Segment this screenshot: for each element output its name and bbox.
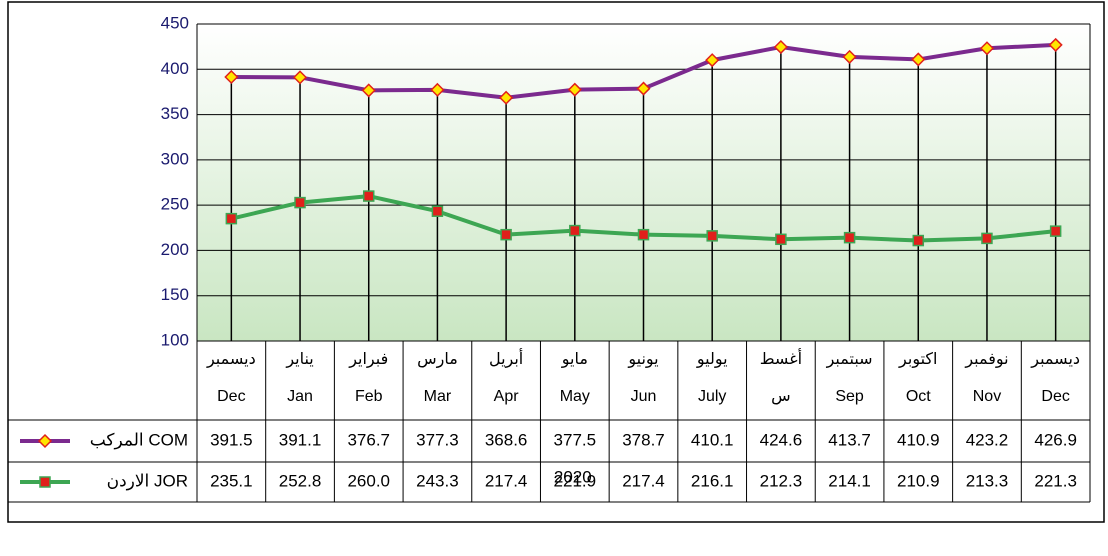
year-label: 2020 bbox=[554, 467, 592, 486]
table-value: 391.5 bbox=[210, 430, 253, 449]
x-tick-label: ديسمبر bbox=[206, 351, 256, 369]
table-value: 413.7 bbox=[828, 430, 871, 449]
x-tick-label: مارس bbox=[417, 351, 458, 369]
x-tick-label: يونيو bbox=[627, 351, 658, 369]
table-value: 210.9 bbox=[897, 471, 940, 490]
marker bbox=[362, 190, 375, 202]
marker bbox=[499, 90, 514, 105]
table-value: 376.7 bbox=[347, 430, 390, 449]
marker bbox=[912, 234, 925, 247]
marker bbox=[1048, 37, 1063, 52]
table-value: 235.1 bbox=[210, 471, 253, 490]
marker bbox=[1049, 225, 1062, 237]
marker bbox=[705, 53, 720, 68]
x-tick-label: Jan bbox=[287, 388, 313, 405]
marker bbox=[843, 231, 856, 244]
table-value: 217.4 bbox=[485, 471, 528, 490]
y-tick-label: 400 bbox=[161, 59, 189, 78]
marker bbox=[39, 476, 51, 488]
y-tick-label: 450 bbox=[161, 13, 189, 32]
table-value: 424.6 bbox=[760, 430, 803, 449]
marker bbox=[225, 212, 238, 225]
x-tick-label: س bbox=[771, 388, 791, 405]
x-tick-label: Jun bbox=[631, 388, 657, 405]
table-value: 410.9 bbox=[897, 430, 940, 449]
x-tick-label: ديسمبر bbox=[1030, 351, 1080, 369]
marker bbox=[430, 82, 445, 97]
marker bbox=[292, 70, 308, 85]
marker bbox=[842, 49, 857, 64]
x-tick-label: نوفمبر bbox=[964, 351, 1008, 369]
table-value: 378.7 bbox=[622, 430, 665, 449]
table-value: 212.3 bbox=[760, 471, 803, 490]
y-tick-label: 200 bbox=[161, 240, 189, 259]
frame bbox=[7, 1, 1105, 523]
marker bbox=[431, 205, 444, 217]
table-value: 221.9 bbox=[554, 471, 597, 490]
y-tick-label: 150 bbox=[161, 285, 189, 304]
x-tick-label: Nov bbox=[973, 388, 1001, 405]
legend-label: المركب COM bbox=[90, 430, 188, 449]
marker bbox=[637, 228, 650, 241]
table-value: 377.5 bbox=[554, 430, 597, 449]
marker bbox=[569, 224, 581, 237]
table-value: 243.3 bbox=[416, 471, 459, 490]
legend-label: الاردن JOR bbox=[107, 471, 188, 490]
x-tick-label: اكتوبر bbox=[898, 351, 937, 369]
x-tick-label: Dec bbox=[1041, 388, 1069, 405]
x-tick-label: يناير bbox=[285, 351, 313, 369]
y-tick-label: 300 bbox=[161, 149, 189, 168]
table-value: 221.3 bbox=[1034, 471, 1077, 490]
marker bbox=[636, 81, 651, 96]
y-tick-label: 350 bbox=[161, 104, 189, 123]
x-tick-label: فبراير bbox=[348, 351, 388, 369]
marker bbox=[500, 228, 512, 241]
x-tick-label: سبتمبر bbox=[826, 351, 873, 369]
x-tick-label: يوليو bbox=[696, 351, 728, 369]
marker bbox=[981, 232, 993, 245]
x-tick-label: Mar bbox=[424, 388, 452, 405]
marker bbox=[979, 41, 995, 56]
table-value: 423.2 bbox=[966, 430, 1009, 449]
marker bbox=[37, 433, 53, 449]
table-value: 368.6 bbox=[485, 430, 528, 449]
x-tick-label: July bbox=[698, 388, 726, 405]
marker bbox=[911, 52, 926, 67]
marker bbox=[294, 196, 306, 209]
y-tick-label: 100 bbox=[161, 330, 189, 349]
table-value: 252.8 bbox=[279, 471, 322, 490]
x-tick-label: Feb bbox=[355, 388, 383, 405]
x-tick-label: أغسط bbox=[760, 348, 802, 368]
marker bbox=[775, 233, 787, 246]
x-tick-label: May bbox=[560, 388, 590, 405]
table-value: 216.1 bbox=[691, 471, 734, 490]
table-value: 217.4 bbox=[622, 471, 665, 490]
x-tick-label: Sep bbox=[835, 388, 864, 405]
table-value: 410.1 bbox=[691, 430, 734, 449]
table-value: 377.3 bbox=[416, 430, 459, 449]
marker bbox=[706, 230, 718, 242]
table-value: 391.1 bbox=[279, 430, 322, 449]
x-tick-label: Dec bbox=[217, 388, 245, 405]
x-tick-label: أبريل bbox=[489, 348, 523, 369]
marker bbox=[224, 69, 239, 85]
x-tick-label: Apr bbox=[494, 388, 520, 405]
table-value: 260.0 bbox=[347, 471, 390, 490]
marker bbox=[361, 83, 376, 98]
table-value: 213.3 bbox=[966, 471, 1009, 490]
table-value: 214.1 bbox=[828, 471, 871, 490]
y-tick-label: 250 bbox=[161, 195, 189, 214]
x-tick-label: Oct bbox=[906, 388, 931, 405]
x-tick-label: مايو bbox=[561, 351, 588, 369]
marker bbox=[567, 82, 582, 97]
marker bbox=[773, 39, 788, 55]
table-value: 426.9 bbox=[1034, 430, 1077, 449]
